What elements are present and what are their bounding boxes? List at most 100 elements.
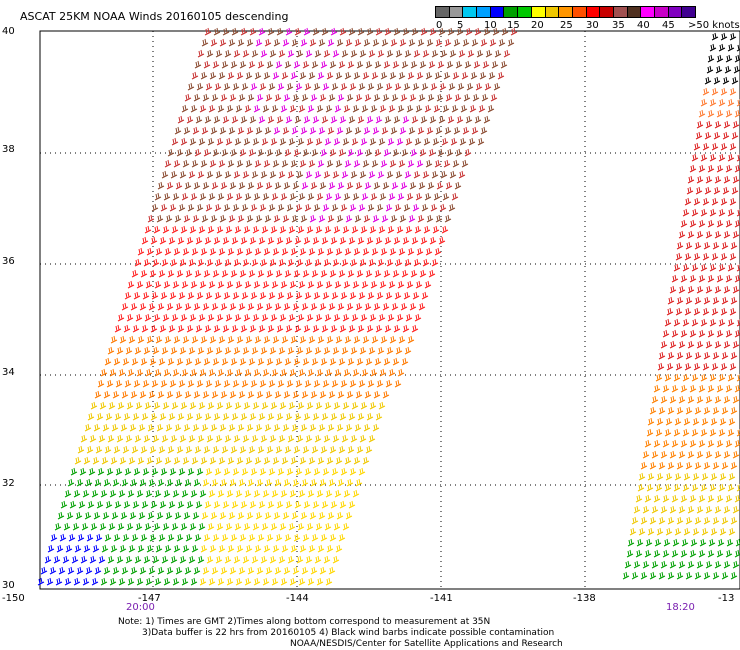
wind-barb bbox=[687, 505, 695, 514]
wind-barb bbox=[154, 368, 162, 377]
wind-barb bbox=[175, 478, 183, 487]
wind-barb bbox=[209, 159, 217, 168]
wind-barb bbox=[675, 307, 683, 316]
wind-barb bbox=[240, 236, 248, 245]
wind-barb bbox=[145, 489, 153, 498]
wind-barb bbox=[426, 126, 434, 135]
legend-label: 10 bbox=[484, 20, 497, 31]
wind-barb bbox=[713, 186, 721, 195]
wind-barb bbox=[250, 82, 258, 91]
wind-barb bbox=[324, 225, 332, 234]
wind-barb bbox=[281, 335, 289, 344]
wind-barb bbox=[365, 148, 373, 157]
wind-barb bbox=[270, 137, 278, 146]
wind-barb bbox=[220, 478, 228, 487]
wind-barb bbox=[203, 533, 211, 542]
wind-barb bbox=[238, 390, 246, 399]
wind-barb bbox=[229, 181, 237, 190]
wind-barb bbox=[155, 335, 163, 344]
wind-barb bbox=[709, 373, 717, 382]
wind-barb bbox=[720, 252, 728, 261]
wind-barb bbox=[307, 280, 315, 289]
wind-barb bbox=[296, 434, 304, 443]
wind-barb bbox=[193, 93, 201, 102]
wind-barb bbox=[282, 511, 290, 520]
wind-barb bbox=[307, 368, 315, 377]
wind-barb bbox=[83, 544, 91, 553]
wind-barb bbox=[320, 533, 328, 542]
wind-barb bbox=[177, 236, 185, 245]
wind-barb bbox=[646, 483, 654, 492]
wind-barb bbox=[656, 417, 664, 426]
wind-barb bbox=[288, 522, 296, 531]
wind-barb bbox=[207, 225, 215, 234]
wind-barb bbox=[714, 395, 722, 404]
wind-barb bbox=[162, 522, 170, 531]
wind-barb bbox=[119, 335, 127, 344]
wind-barb bbox=[99, 522, 107, 531]
wind-barb bbox=[730, 406, 738, 415]
wind-barb bbox=[726, 538, 734, 547]
wind-barb bbox=[128, 456, 136, 465]
wind-barb bbox=[337, 478, 345, 487]
wind-barb bbox=[638, 527, 646, 536]
wind-barb bbox=[730, 241, 738, 250]
wind-barb bbox=[335, 71, 343, 80]
wind-barb bbox=[239, 60, 247, 69]
wind-barb bbox=[730, 351, 738, 360]
wind-barb bbox=[383, 60, 391, 69]
wind-barb bbox=[283, 181, 291, 190]
wind-barb bbox=[66, 511, 74, 520]
wind-barb bbox=[241, 291, 249, 300]
wind-barb bbox=[260, 555, 268, 564]
wind-barb bbox=[75, 511, 83, 520]
wind-barb bbox=[457, 82, 465, 91]
wind-barb bbox=[281, 159, 289, 168]
wind-barb bbox=[290, 71, 298, 80]
wind-barb bbox=[701, 527, 709, 536]
wind-barb bbox=[416, 159, 424, 168]
wind-barb bbox=[108, 522, 116, 531]
wind-barb bbox=[222, 115, 230, 124]
wind-barb bbox=[273, 38, 281, 47]
wind-barb bbox=[260, 434, 268, 443]
wind-barb bbox=[168, 324, 176, 333]
wind-barb bbox=[239, 357, 247, 366]
wind-barb bbox=[720, 307, 728, 316]
wind-barb bbox=[242, 49, 250, 58]
wind-barb bbox=[271, 368, 279, 377]
wind-barb bbox=[209, 456, 217, 465]
wind-barb bbox=[272, 335, 280, 344]
wind-barb bbox=[224, 346, 232, 355]
wind-barb bbox=[84, 511, 92, 520]
wind-barb bbox=[64, 577, 72, 586]
wind-barb bbox=[370, 192, 378, 201]
wind-barb bbox=[65, 544, 73, 553]
wind-barb bbox=[367, 203, 375, 212]
wind-barb bbox=[716, 329, 724, 338]
wind-barb bbox=[133, 291, 141, 300]
wind-barb bbox=[351, 137, 359, 146]
wind-barb bbox=[442, 104, 450, 113]
wind-barb bbox=[288, 401, 296, 410]
wind-barb bbox=[418, 93, 426, 102]
wind-barb bbox=[305, 555, 313, 564]
wind-barb bbox=[201, 214, 209, 223]
wind-barb bbox=[189, 313, 197, 322]
wind-barb bbox=[201, 423, 209, 432]
wind-barb bbox=[219, 38, 227, 47]
wind-barb bbox=[338, 269, 346, 278]
wind-barb bbox=[185, 445, 193, 454]
wind-barb bbox=[140, 445, 148, 454]
wind-barb bbox=[160, 467, 168, 476]
wind-barb bbox=[335, 159, 343, 168]
wind-barb bbox=[317, 71, 325, 80]
wind-barb bbox=[351, 225, 359, 234]
wind-barb bbox=[666, 307, 674, 316]
wind-barb bbox=[332, 258, 340, 267]
wind-barb bbox=[248, 60, 256, 69]
wind-barb bbox=[285, 115, 293, 124]
wind-barb bbox=[337, 302, 345, 311]
wind-barb bbox=[240, 27, 248, 36]
